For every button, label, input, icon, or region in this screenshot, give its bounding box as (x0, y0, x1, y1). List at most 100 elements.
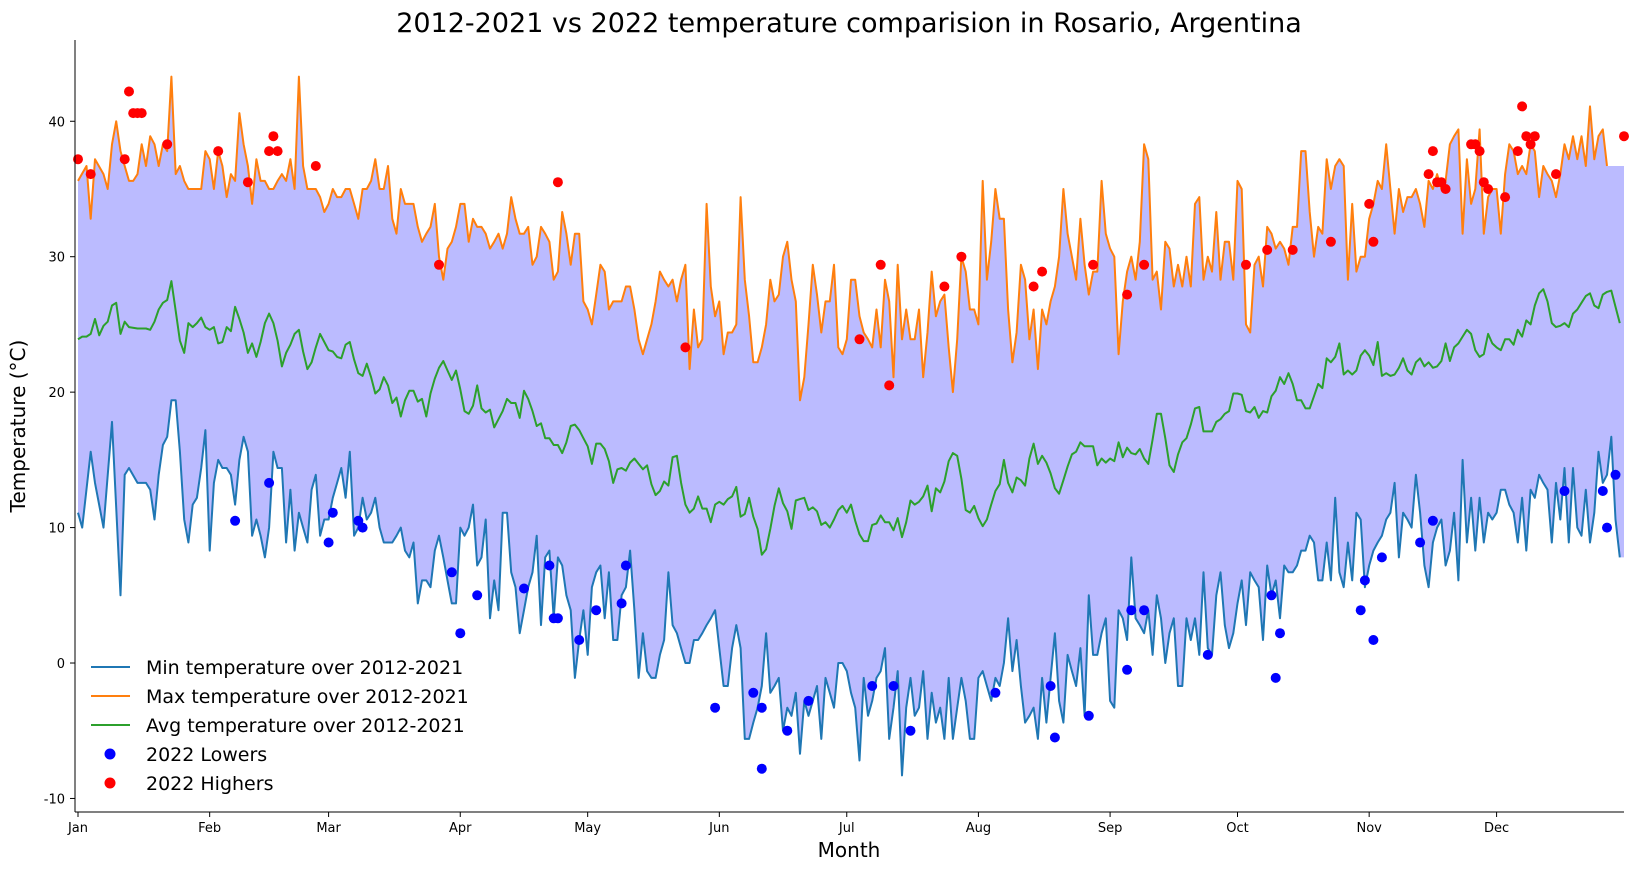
highers-point (875, 259, 886, 270)
lowers-point (1610, 469, 1621, 480)
highers-point (310, 161, 321, 171)
highers-point (213, 146, 224, 157)
x-axis-label: Month (818, 838, 881, 862)
lowers-point (1597, 486, 1608, 496)
legend-highers-label: 2022 Highers (146, 773, 273, 795)
highers-point (272, 146, 283, 157)
lowers-point (472, 590, 483, 601)
lowers-point (1376, 552, 1387, 563)
highers-point (1287, 244, 1298, 255)
x-tick-label: Mar (316, 821, 341, 836)
legend-lowers-swatch (104, 748, 116, 760)
highers-point (1325, 236, 1336, 247)
lowers-point (990, 687, 1001, 698)
lowers-point (1359, 575, 1370, 586)
x-tick-label: May (574, 821, 601, 836)
lowers-point (616, 598, 627, 609)
scatter-points (73, 86, 1629, 774)
lowers-point (574, 635, 585, 645)
x-ticks: Jan Feb Mar Apr May Jun Jul Aug Sep Oct Nov Dec (67, 812, 1509, 836)
lowers-point (455, 628, 466, 639)
lowers-point (1266, 590, 1277, 601)
highers-point (939, 281, 950, 292)
highers-point (1474, 146, 1485, 157)
x-tick-label: Jun (708, 821, 729, 836)
lowers-point (867, 681, 878, 691)
x-tick-label: Dec (1484, 821, 1509, 836)
lowers-point (1049, 732, 1060, 743)
highers-point (1262, 244, 1273, 255)
lowers-point (748, 687, 759, 698)
legend-highers-swatch (104, 777, 116, 789)
x-tick-label: Nov (1356, 821, 1382, 836)
lowers-point (1355, 605, 1366, 616)
highers-point (124, 86, 134, 97)
highers-point (1368, 236, 1379, 247)
highers-point (956, 251, 967, 262)
y-ticks: -10 0 10 20 30 40 (44, 115, 75, 807)
highers-point (1512, 146, 1523, 157)
lowers-point (756, 702, 767, 713)
y-tick-label: 30 (48, 251, 65, 266)
lowers-point (1122, 664, 1133, 675)
x-tick-label: Jul (838, 821, 855, 836)
highers-point (85, 169, 96, 180)
lowers-point (1602, 522, 1612, 533)
highers-point (1139, 259, 1150, 270)
highers-point (1364, 198, 1375, 209)
highers-point (1427, 146, 1438, 157)
x-tick-label: Feb (198, 821, 221, 836)
highers-point (434, 259, 444, 270)
lowers-point (327, 507, 338, 518)
lowers-point (230, 515, 241, 526)
highers-point (1525, 139, 1536, 150)
highers-point (1241, 259, 1251, 270)
legend: Min temperature over 2012-2021 Max temper… (91, 657, 469, 795)
lowers-point (1202, 649, 1213, 660)
lowers-point (803, 695, 814, 706)
highers-point (552, 177, 563, 188)
x-tick-label: Apr (449, 821, 472, 836)
lowers-point (756, 763, 767, 774)
highers-point (119, 154, 130, 165)
highers-point (1440, 184, 1451, 194)
lowers-point (888, 681, 899, 691)
lowers-point (264, 477, 275, 488)
lowers-point (1083, 710, 1094, 721)
legend-lowers-label: 2022 Lowers (146, 744, 267, 766)
lowers-point (544, 560, 555, 571)
lowers-point (620, 560, 631, 571)
lowers-point (1559, 486, 1570, 496)
highers-point (1521, 131, 1532, 142)
y-tick-label: 20 (48, 386, 65, 401)
chart-title: 2012-2021 vs 2022 temperature comparisio… (396, 8, 1302, 39)
highers-point (1529, 131, 1540, 142)
x-tick-label: Aug (966, 821, 991, 836)
y-tick-label: 40 (48, 115, 65, 130)
highers-point (1483, 184, 1494, 194)
y-tick-label: -10 (44, 792, 65, 807)
highers-point (1500, 192, 1511, 203)
avg-temperature-line (77, 280, 1621, 556)
highers-point (268, 131, 279, 142)
lowers-point (1270, 672, 1281, 683)
lowers-point (1368, 635, 1379, 645)
lowers-point (519, 583, 529, 594)
highers-point (1551, 169, 1561, 180)
lowers-point (905, 725, 916, 736)
y-axis-label: Temperature (°C) (6, 340, 30, 514)
highers-point (1619, 131, 1629, 142)
lowers-point (552, 613, 563, 624)
highers-point (264, 146, 275, 157)
lowers-point (1045, 681, 1056, 691)
lowers-point (323, 537, 334, 548)
legend-max-label: Max temperature over 2012-2021 (146, 686, 469, 708)
highers-point (1423, 169, 1434, 180)
highers-point (136, 108, 147, 119)
lowers-point (591, 605, 602, 616)
highers-point (1088, 259, 1099, 270)
highers-point (854, 334, 865, 345)
highers-point (1028, 281, 1039, 292)
highers-point (1517, 101, 1528, 112)
